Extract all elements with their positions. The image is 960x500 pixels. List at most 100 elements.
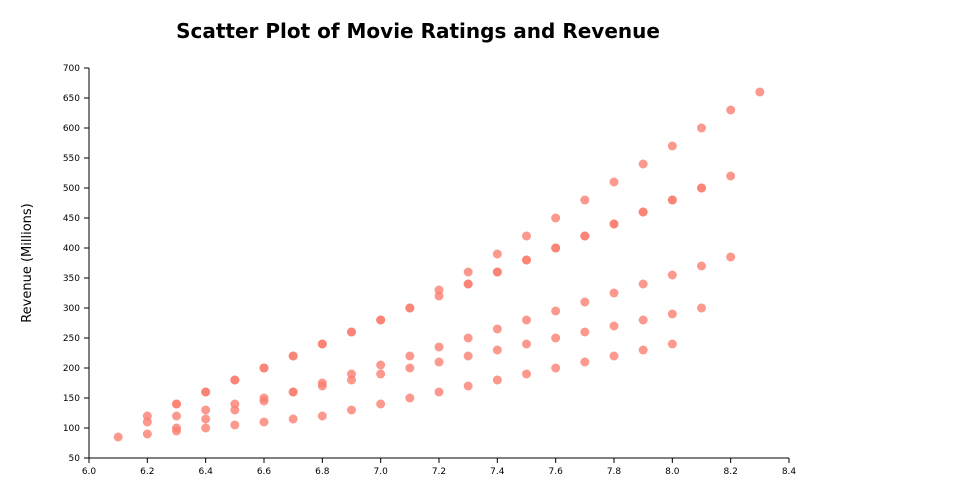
data-point <box>609 177 619 187</box>
x-tick-label: 8.0 <box>665 467 680 477</box>
y-tick-label: 250 <box>63 334 80 344</box>
y-tick-label: 350 <box>63 274 80 284</box>
axes: 6.0 6.2 6.4 6.6 6.8 7.0 7.2 7.4 7.6 7.8 8.0 8.2 8.4 5… <box>63 64 797 477</box>
y-tick-label: 200 <box>63 364 80 374</box>
data-point <box>492 249 502 259</box>
data-point <box>376 360 386 370</box>
y-tick-label: 700 <box>63 64 80 74</box>
data-point <box>667 270 677 280</box>
data-point <box>580 231 590 241</box>
y-tick-label: 600 <box>63 124 80 134</box>
data-point <box>463 267 473 277</box>
data-point <box>172 426 181 436</box>
data-point <box>405 303 415 313</box>
data-point <box>667 339 677 349</box>
x-tick-label: 6.6 <box>257 467 272 477</box>
data-point <box>492 267 502 277</box>
data-point <box>522 339 531 349</box>
data-point <box>697 183 706 193</box>
data-point <box>201 405 211 415</box>
data-point <box>463 279 473 289</box>
data-point <box>609 288 619 298</box>
data-point <box>726 252 736 262</box>
data-point <box>434 357 444 367</box>
data-point <box>638 159 648 169</box>
data-point <box>347 375 356 385</box>
data-point <box>522 315 531 325</box>
data-point <box>113 432 123 442</box>
x-tick-label: 7.4 <box>490 467 505 477</box>
y-tick-label: 650 <box>63 94 80 104</box>
data-point <box>288 351 298 361</box>
data-point <box>726 171 736 181</box>
data-point <box>288 387 298 397</box>
x-tick-label: 6.0 <box>82 467 97 477</box>
data-point <box>259 417 269 427</box>
data-point <box>697 261 706 271</box>
y-tick-label: 300 <box>63 304 80 314</box>
y-tick-label: 150 <box>63 394 80 404</box>
data-point <box>492 375 502 385</box>
chart-title: Scatter Plot of Movie Ratings and Revenu… <box>176 19 660 43</box>
data-point <box>463 381 473 391</box>
data-point <box>347 327 356 337</box>
data-point <box>492 324 502 334</box>
data-point <box>230 420 240 430</box>
data-point <box>667 195 677 205</box>
data-point <box>609 219 619 229</box>
y-tick-label: 500 <box>63 184 80 194</box>
data-point <box>172 399 181 409</box>
data-point <box>230 375 240 385</box>
x-tick-label: 7.0 <box>374 467 389 477</box>
y-tick-label: 100 <box>63 424 80 434</box>
data-point <box>580 357 590 367</box>
data-point <box>347 405 356 415</box>
y-tick-label: 450 <box>63 214 80 224</box>
data-point <box>609 351 619 361</box>
data-point <box>551 333 561 343</box>
data-point <box>463 351 473 361</box>
data-point <box>638 315 648 325</box>
data-point <box>434 291 444 301</box>
data-point <box>755 87 765 97</box>
y-axis-label: Revenue (Millions) <box>20 203 35 323</box>
x-tick-label: 6.4 <box>199 467 214 477</box>
data-point <box>288 414 298 424</box>
data-point <box>522 255 531 265</box>
data-point <box>638 207 648 217</box>
data-point <box>405 363 415 373</box>
data-point <box>317 381 327 391</box>
data-point <box>463 333 473 343</box>
data-point <box>142 417 152 427</box>
data-point <box>376 315 386 325</box>
data-point <box>551 213 561 223</box>
data-point <box>434 342 444 352</box>
y-tick-label: 50 <box>69 454 81 464</box>
y-tick-label: 550 <box>63 154 80 164</box>
data-point <box>230 405 240 415</box>
data-point <box>405 393 415 403</box>
data-point <box>638 279 648 289</box>
data-point <box>726 105 736 115</box>
data-point <box>522 369 531 379</box>
data-point <box>697 303 706 313</box>
data-point <box>667 309 677 319</box>
data-point <box>492 345 502 355</box>
data-point <box>434 387 444 397</box>
data-point <box>317 339 327 349</box>
data-point <box>638 345 648 355</box>
data-point <box>551 306 561 316</box>
x-tick-label: 7.8 <box>607 467 622 477</box>
data-point <box>551 363 561 373</box>
data-point <box>201 423 211 433</box>
data-point <box>376 369 386 379</box>
data-point <box>609 321 619 331</box>
x-tick-label: 7.2 <box>432 467 446 477</box>
x-tick-label: 8.4 <box>782 467 797 477</box>
data-point <box>259 363 269 373</box>
data-point <box>201 387 211 397</box>
data-point <box>317 411 327 421</box>
points <box>113 87 765 442</box>
data-point <box>580 297 590 307</box>
